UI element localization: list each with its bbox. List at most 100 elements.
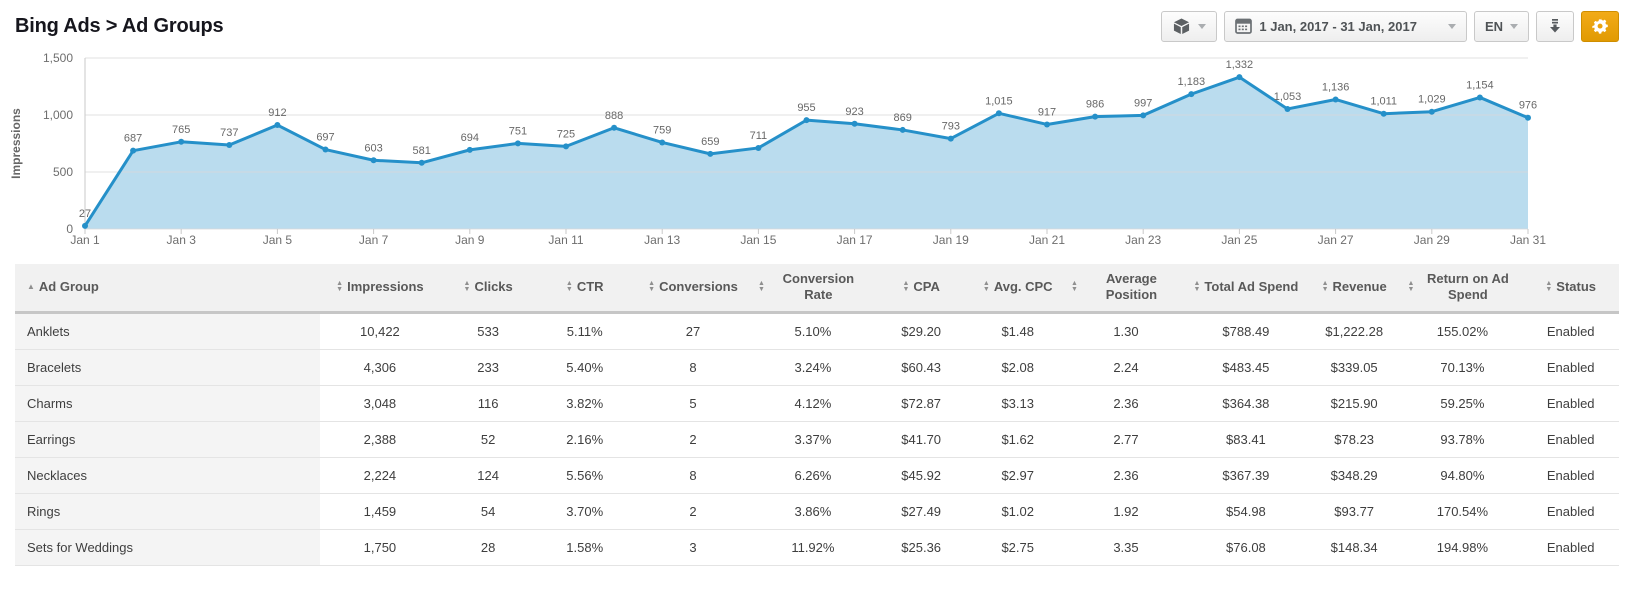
- data-cell: $93.77: [1305, 493, 1403, 530]
- chart-point[interactable]: [418, 159, 425, 166]
- data-cell: 3,048: [319, 385, 440, 422]
- sort-icon: ▲ ▼: [1071, 280, 1078, 294]
- download-button[interactable]: [1536, 10, 1574, 42]
- data-label: 1,136: [1322, 81, 1350, 93]
- data-cell: 2.24: [1066, 349, 1186, 386]
- column-header-conversion-rate[interactable]: ▲ ▼ Conversion Rate: [752, 264, 873, 314]
- data-cell: 1.92: [1066, 493, 1186, 530]
- chart-point[interactable]: [466, 146, 473, 153]
- data-cell: $1,222.28: [1305, 312, 1403, 350]
- chart-point[interactable]: [995, 110, 1002, 117]
- chart-point[interactable]: [803, 117, 810, 124]
- chart-point[interactable]: [274, 122, 281, 129]
- column-header-ctr[interactable]: ▲ ▼ CTR: [536, 264, 633, 314]
- chart-point[interactable]: [947, 135, 954, 142]
- column-header-impressions[interactable]: ▲ ▼ Impressions: [319, 264, 440, 314]
- data-label: 912: [268, 107, 286, 119]
- chart-point[interactable]: [1332, 96, 1339, 103]
- chart-point[interactable]: [755, 144, 762, 151]
- chart-point[interactable]: [370, 157, 377, 164]
- chart-point[interactable]: [1284, 105, 1291, 112]
- data-cell: 194.98%: [1402, 529, 1523, 566]
- column-header-cpa[interactable]: ▲ ▼ CPA: [872, 264, 970, 314]
- column-label: CPA: [913, 279, 940, 295]
- data-cell: 1,750: [319, 529, 440, 566]
- chart-point[interactable]: [178, 138, 185, 145]
- chart-point[interactable]: [1140, 112, 1147, 119]
- column-header-avg-cpc[interactable]: ▲ ▼ Avg. CPC: [969, 264, 1066, 314]
- column-header-clicks[interactable]: ▲ ▼ Clicks: [439, 264, 537, 314]
- ad-group-name-cell: Sets for Weddings: [15, 529, 320, 566]
- data-cell: $348.29: [1305, 457, 1403, 494]
- column-label: Ad Group: [38, 279, 99, 295]
- chart-point[interactable]: [1476, 94, 1483, 101]
- data-label: 1,053: [1274, 91, 1302, 103]
- chart-point[interactable]: [1044, 121, 1050, 128]
- column-header-status[interactable]: ▲ ▼ Status: [1522, 264, 1619, 314]
- chart-point[interactable]: [707, 150, 714, 157]
- widget-menu-button[interactable]: [1161, 10, 1218, 42]
- page-title: Bing Ads > Ad Groups: [15, 14, 224, 37]
- chart-point[interactable]: [322, 146, 329, 153]
- column-header-total-ad-spend[interactable]: ▲ ▼ Total Ad Spend: [1185, 264, 1306, 314]
- ad-groups-table: ▲ Ad Group ▲ ▼ Impressions ▲ ▼ Clicks ▲ ▼ CTR ▲ ▼ Con…: [15, 264, 1619, 566]
- data-label: 27: [79, 208, 91, 220]
- chart-point[interactable]: [1092, 113, 1099, 120]
- column-header-average-position[interactable]: ▲ ▼ Average Position: [1066, 264, 1186, 314]
- data-cell: 1,459: [319, 493, 440, 530]
- impressions-chart[interactable]: 0 500 1,000 1,500 Jan 1 Jan 3 Jan 5 Jan 7 Jan 9 J…: [0, 46, 1634, 254]
- column-label: Revenue: [1332, 279, 1387, 295]
- data-cell: $54.98: [1185, 493, 1306, 530]
- column-header-revenue[interactable]: ▲ ▼ Revenue: [1305, 264, 1403, 314]
- date-range-button[interactable]: 1 Jan, 2017 - 31 Jan, 2017: [1224, 10, 1467, 42]
- chevron-down-icon: [1198, 23, 1207, 29]
- chart-point[interactable]: [899, 126, 906, 133]
- data-cell: Enabled: [1522, 493, 1619, 530]
- column-label: Impressions: [347, 279, 424, 295]
- column-header-conversions[interactable]: ▲ ▼ Conversions: [633, 264, 753, 314]
- chart-point[interactable]: [514, 140, 521, 147]
- chart-point[interactable]: [1236, 74, 1243, 81]
- chart-point[interactable]: [226, 141, 233, 148]
- data-cell: 2.77: [1066, 421, 1186, 458]
- data-cell: Enabled: [1522, 457, 1619, 494]
- settings-button[interactable]: [1581, 10, 1619, 42]
- column-header-return-on-ad-spend[interactable]: ▲ ▼ Return on Ad Spend: [1402, 264, 1523, 314]
- chart-point[interactable]: [659, 139, 666, 146]
- chart-point[interactable]: [1188, 91, 1195, 98]
- ad-group-name-cell: Bracelets: [15, 349, 320, 386]
- chart-point[interactable]: [851, 120, 858, 127]
- data-cell: $788.49: [1185, 312, 1306, 350]
- chart-point[interactable]: [130, 147, 137, 154]
- table-row: Anklets 10,422 533 5.11% 27 5.10% $29.20 $1.48 1…: [15, 312, 1619, 350]
- data-cell: 94.80%: [1402, 457, 1523, 494]
- data-cell: 2: [633, 493, 753, 530]
- chart-point[interactable]: [1428, 108, 1435, 115]
- svg-text:Jan 31: Jan 31: [1510, 233, 1546, 247]
- data-label: 888: [605, 110, 623, 122]
- chart-point[interactable]: [611, 124, 618, 131]
- sort-icon: ▲: [27, 282, 35, 292]
- data-cell: Enabled: [1522, 385, 1619, 422]
- chart-point[interactable]: [1525, 114, 1531, 121]
- sort-icon: ▲ ▼: [902, 280, 910, 294]
- data-cell: 3.70%: [536, 493, 633, 530]
- language-button[interactable]: EN: [1473, 10, 1529, 42]
- data-cell: 1.58%: [536, 529, 633, 566]
- chart-point[interactable]: [563, 143, 569, 150]
- data-label: 793: [942, 121, 960, 133]
- data-cell: 8: [633, 457, 753, 494]
- svg-text:Jan 3: Jan 3: [167, 233, 197, 247]
- data-cell: 3.82%: [536, 385, 633, 422]
- sort-icon: ▲ ▼: [1193, 280, 1201, 294]
- data-cell: $2.75: [969, 529, 1066, 566]
- data-label: 711: [750, 130, 768, 142]
- sort-icon: ▲ ▼: [1407, 280, 1415, 294]
- column-header-ad-group[interactable]: ▲ Ad Group: [15, 264, 320, 314]
- data-cell: 5.56%: [536, 457, 633, 494]
- chart-point[interactable]: [1380, 110, 1387, 117]
- sort-icon: ▲ ▼: [757, 280, 765, 294]
- table-row: Rings 1,459 54 3.70% 2 3.86% $27.49 $1.02 1.92 $5…: [15, 493, 1619, 530]
- table-row: Sets for Weddings 1,750 28 1.58% 3 11.92% $25.…: [15, 529, 1619, 566]
- chart-point[interactable]: [82, 222, 88, 229]
